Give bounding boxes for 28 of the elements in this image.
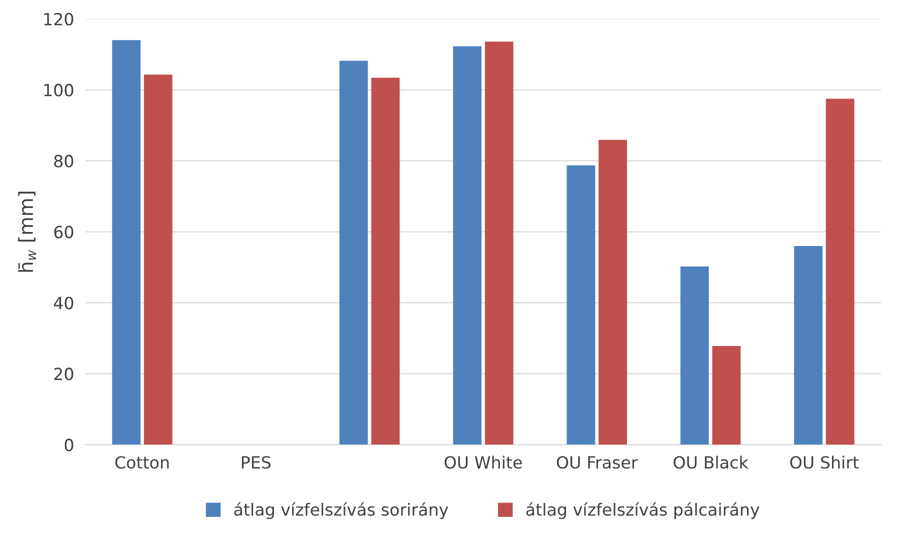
x-tick-label: Cotton <box>115 456 169 469</box>
bar <box>598 140 627 445</box>
y-tick-label: 0 <box>64 438 74 452</box>
x-tick-label: OU Black <box>674 456 748 469</box>
legend-label: átlag vízfelszívás sorirány <box>234 502 448 520</box>
y-tick-label: 60 <box>54 226 74 238</box>
bar <box>680 266 709 445</box>
bar <box>339 60 368 445</box>
legend-label: átlag vízfelszívás pálcairány <box>526 502 760 520</box>
y-tick-label: 40 <box>54 296 74 310</box>
y-tick-label: 20 <box>54 368 74 380</box>
bar <box>453 46 482 445</box>
x-tick-label: OU Fraser <box>556 456 638 469</box>
x-tick-label: OU White <box>444 456 522 469</box>
bar <box>566 165 596 445</box>
bar <box>484 42 514 445</box>
bar <box>112 40 141 445</box>
y-axis-title: h̄$_{w}$ [mm] <box>18 192 36 272</box>
bar <box>712 346 741 445</box>
bar <box>794 246 822 445</box>
x-tick-label: PES <box>242 456 271 469</box>
y-tick-label: 120 <box>44 12 74 26</box>
y-tick-label: 80 <box>54 154 74 168</box>
x-tick-label: OU Shirt <box>790 456 859 469</box>
bar <box>826 98 854 445</box>
bar <box>371 78 400 445</box>
y-tick-label: 100 <box>44 84 74 96</box>
bar <box>144 74 172 445</box>
